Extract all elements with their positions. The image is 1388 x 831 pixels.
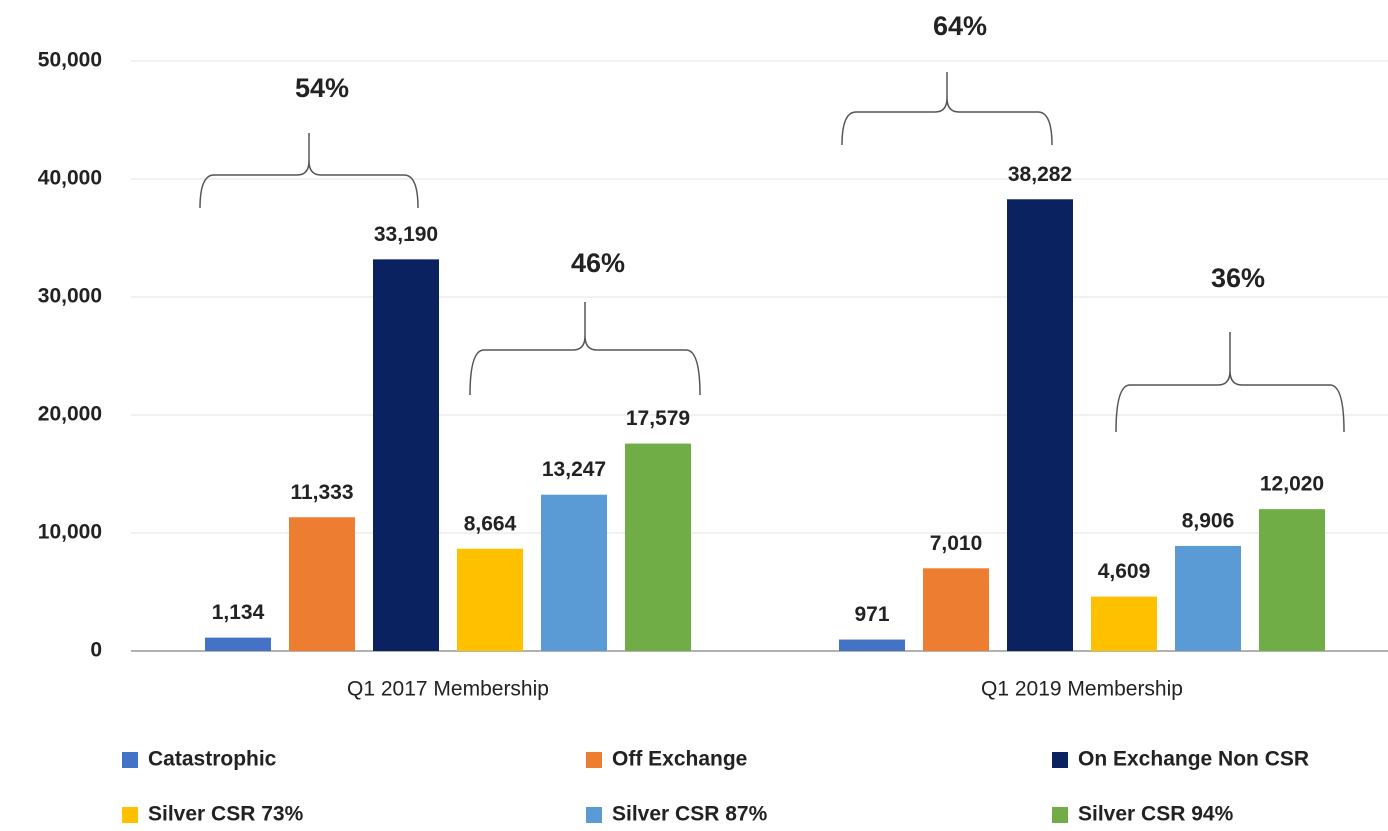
- value-label: 13,247: [542, 458, 606, 481]
- legend-swatch: [586, 807, 602, 823]
- legend-label: Silver CSR 73%: [148, 803, 304, 826]
- y-tick-label: 0: [90, 639, 102, 662]
- legend-swatch: [122, 807, 138, 823]
- bracket: [199, 133, 419, 209]
- value-label: 38,282: [1008, 163, 1072, 186]
- value-label: 4,609: [1098, 560, 1151, 583]
- bar: [923, 568, 989, 651]
- annotation: 64%: [933, 11, 987, 41]
- bar: [1091, 596, 1157, 651]
- bar: [839, 639, 905, 651]
- bar: [1259, 509, 1325, 651]
- legend-label: Off Exchange: [612, 748, 747, 771]
- value-label: 8,664: [464, 512, 517, 535]
- bar: [457, 548, 523, 651]
- y-tick-label: 40,000: [38, 167, 102, 190]
- y-tick-label: 30,000: [38, 285, 102, 308]
- y-tick-label: 50,000: [38, 49, 102, 72]
- value-label: 971: [854, 603, 889, 626]
- legend-label: Silver CSR 87%: [612, 803, 768, 826]
- legend-swatch: [122, 752, 138, 768]
- bar: [1007, 199, 1073, 651]
- value-label: 12,020: [1260, 473, 1324, 496]
- annotation: 54%: [295, 73, 349, 103]
- x-tick-label: Q1 2019 Membership: [981, 678, 1183, 701]
- annotation: 46%: [571, 248, 625, 278]
- bar: [1175, 545, 1241, 651]
- bracket: [1115, 332, 1345, 433]
- legend-swatch: [586, 752, 602, 768]
- value-label: 17,579: [626, 407, 690, 430]
- legend-swatch: [1052, 752, 1068, 768]
- bar: [373, 259, 439, 651]
- bar: [289, 517, 355, 651]
- legend-label: On Exchange Non CSR: [1078, 748, 1309, 771]
- legend-label: Silver CSR 94%: [1078, 803, 1234, 826]
- value-label: 8,906: [1182, 509, 1235, 532]
- value-label: 11,333: [290, 481, 353, 504]
- value-label: 1,134: [212, 601, 265, 624]
- bracket: [469, 302, 701, 396]
- bar: [625, 443, 691, 651]
- legend-label: Catastrophic: [148, 748, 277, 771]
- bar: [541, 494, 607, 651]
- y-tick-label: 20,000: [38, 403, 102, 426]
- value-label: 33,190: [374, 223, 438, 246]
- x-tick-label: Q1 2017 Membership: [347, 678, 549, 701]
- bracket: [841, 72, 1053, 146]
- legend-swatch: [1052, 807, 1068, 823]
- bar: [205, 637, 271, 651]
- y-tick-label: 10,000: [38, 521, 102, 544]
- annotation: 36%: [1211, 263, 1265, 293]
- value-label: 7,010: [930, 532, 983, 555]
